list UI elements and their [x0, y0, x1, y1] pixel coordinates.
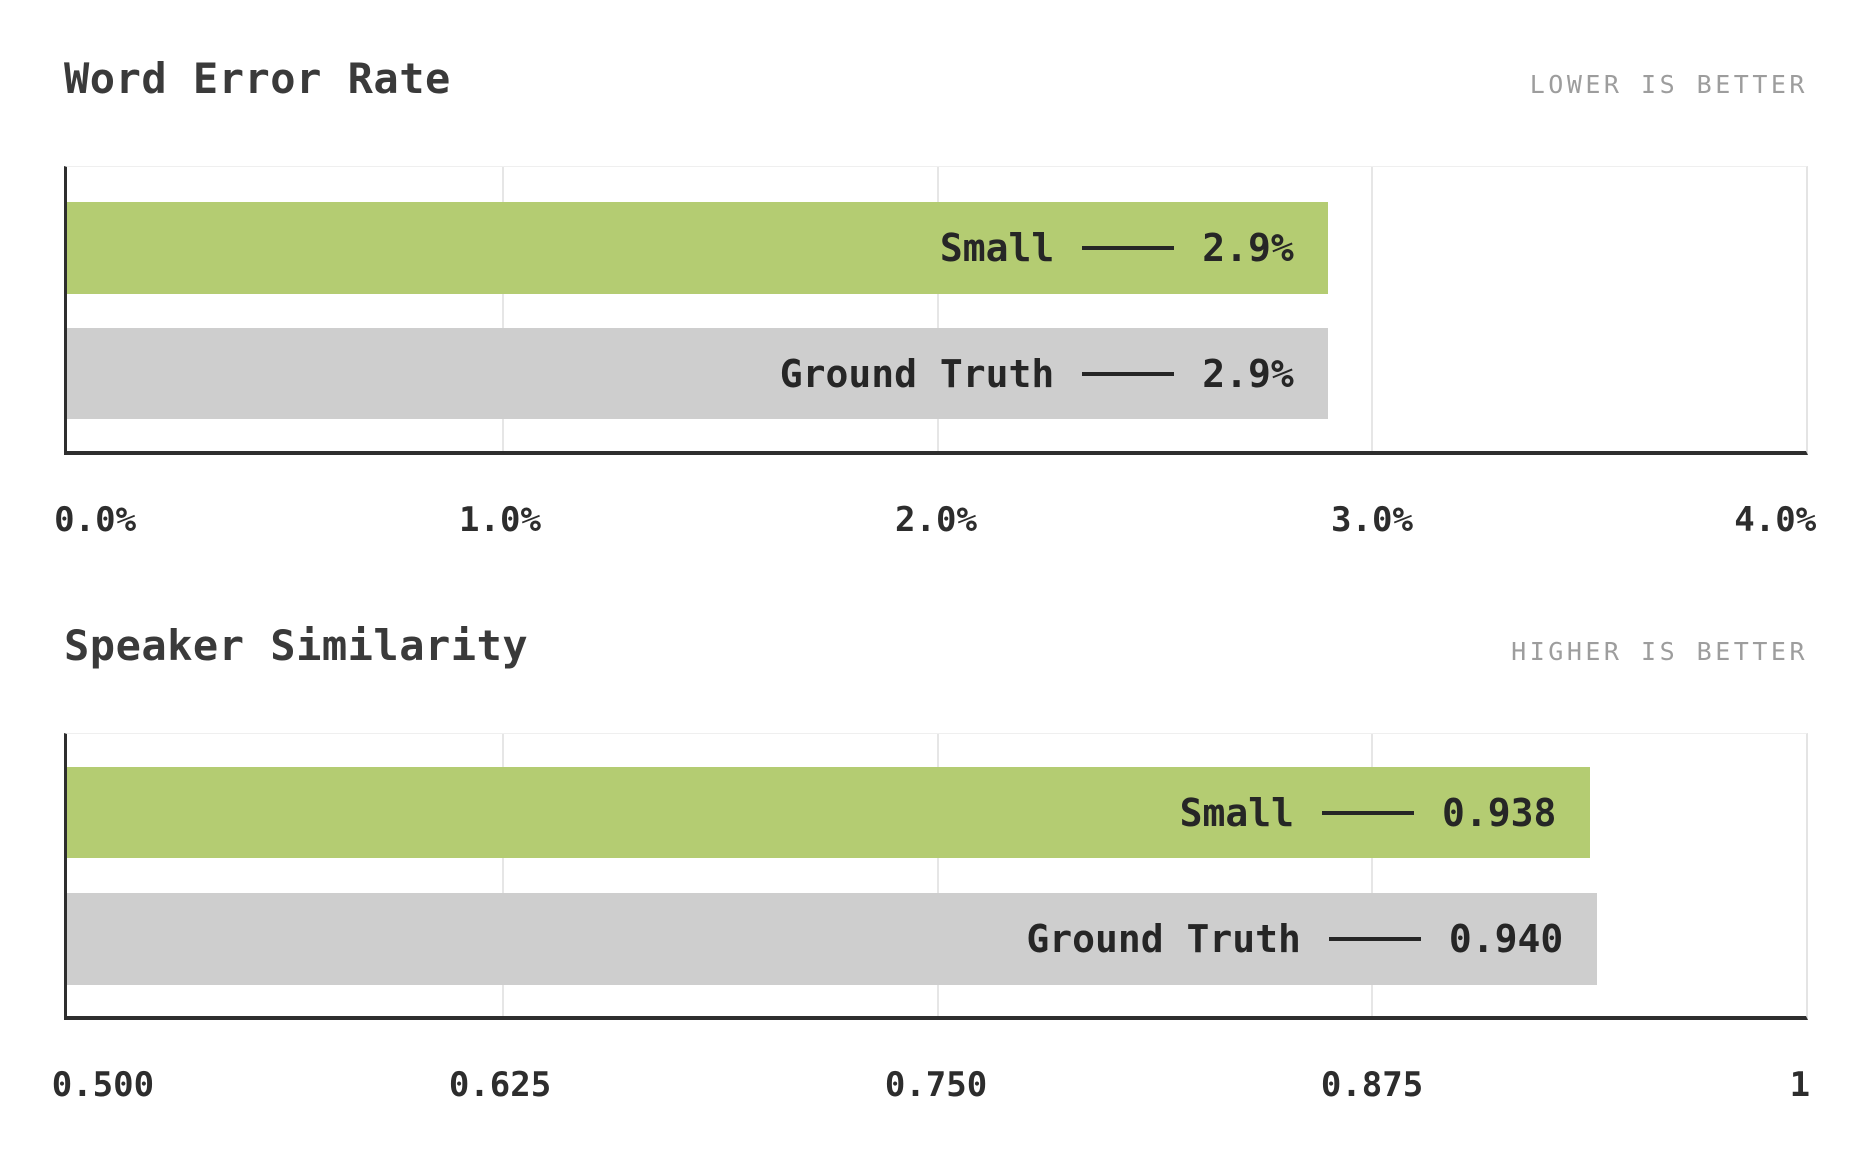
gridline	[501, 167, 504, 451]
bar-value: 2.9%	[1202, 351, 1294, 396]
bar-label: Small	[1179, 790, 1294, 835]
chart-title: Speaker Similarity	[64, 621, 529, 670]
bar-ground-truth: Ground Truth 0.940	[67, 893, 1598, 985]
bar-label: Ground Truth	[779, 351, 1055, 396]
x-axis-ticks: 0.0% 1.0% 2.0% 3.0% 4.0%	[54, 497, 1816, 543]
label-connector-line	[1321, 810, 1414, 815]
chart-header: Speaker Similarity HIGHER IS BETTER	[64, 619, 1808, 673]
axis-tick: 4.0%	[1734, 500, 1817, 540]
axis-tick: 3.0%	[1331, 500, 1413, 540]
axis-tick: 0.875	[1320, 1065, 1424, 1105]
gridline	[1371, 167, 1374, 451]
gridline	[1371, 734, 1374, 1016]
gridline	[936, 734, 939, 1016]
bar-label: Ground Truth	[1026, 917, 1301, 961]
label-connector-line	[1082, 246, 1175, 250]
bar-small: Small 2.9%	[67, 202, 1328, 294]
chart-speaker-similarity: Speaker Similarity HIGHER IS BETTER Smal…	[52, 619, 1811, 1108]
chart-title: Word Error Rate	[64, 54, 451, 103]
bar-label: Small	[939, 226, 1055, 270]
better-direction-note: LOWER IS BETTER	[1529, 70, 1808, 99]
gridline	[501, 734, 504, 1016]
plot-area: Small 0.938 Ground Truth 0.940	[64, 733, 1808, 1020]
label-connector-line	[1082, 371, 1175, 376]
axis-tick: 0.500	[51, 1065, 155, 1105]
x-axis-ticks: 0.500 0.625 0.750 0.875 1	[52, 1062, 1811, 1108]
axis-tick: 0.625	[448, 1065, 552, 1105]
axis-tick: 1	[1789, 1065, 1811, 1105]
bar-value: 2.9%	[1202, 226, 1294, 270]
axis-tick: 1.0%	[459, 500, 541, 540]
chart-header: Word Error Rate LOWER IS BETTER	[64, 52, 1808, 106]
label-connector-line	[1328, 937, 1421, 941]
plot-area: Small 2.9% Ground Truth 2.9%	[64, 166, 1808, 455]
better-direction-note: HIGHER IS BETTER	[1511, 637, 1808, 666]
axis-tick: 0.0%	[54, 500, 137, 540]
bar-value: 0.938	[1441, 790, 1557, 835]
axis-tick: 0.750	[884, 1065, 988, 1105]
axis-tick: 2.0%	[895, 500, 977, 540]
bar-value: 0.940	[1448, 917, 1564, 961]
gridline	[936, 167, 939, 451]
bar-small: Small 0.938	[67, 767, 1591, 858]
bar-ground-truth: Ground Truth 2.9%	[67, 328, 1328, 419]
chart-word-error-rate: Word Error Rate LOWER IS BETTER Small 2.…	[54, 52, 1816, 543]
